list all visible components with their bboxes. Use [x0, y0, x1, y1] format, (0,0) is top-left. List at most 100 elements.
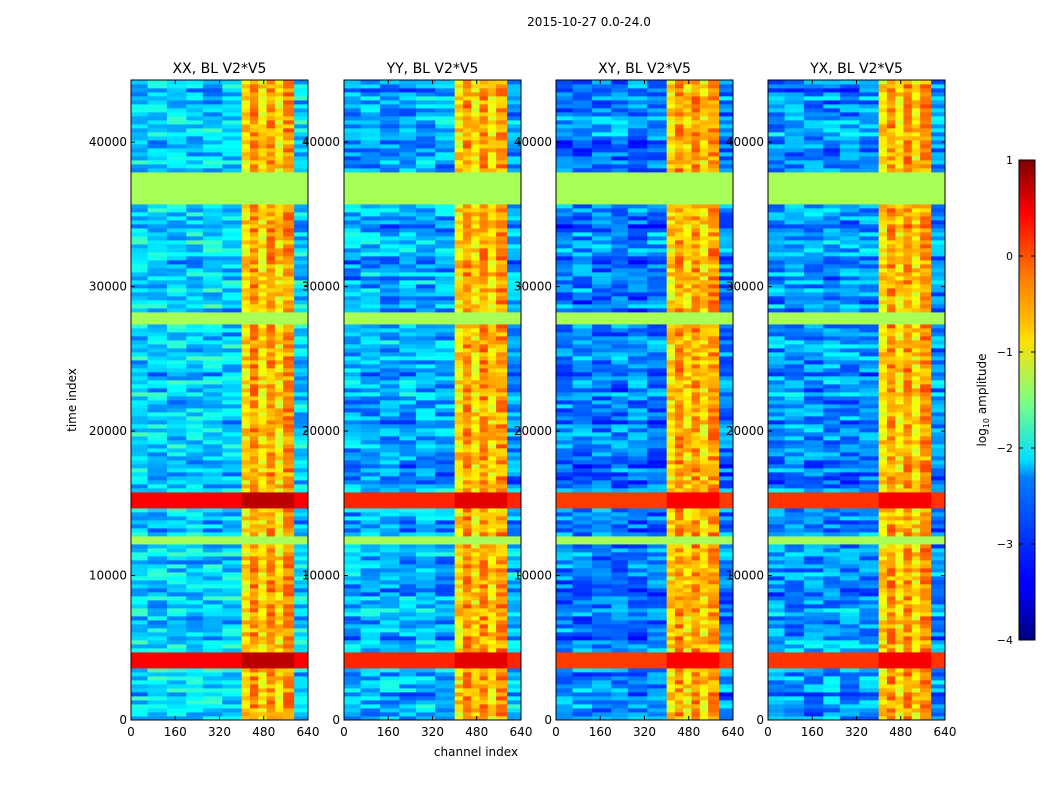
- heatmap-cell: [507, 184, 522, 189]
- heatmap-cell: [471, 680, 480, 685]
- heatmap-cell: [258, 252, 267, 257]
- heatmap-cell: [202, 88, 223, 93]
- heatmap-cell: [147, 120, 168, 125]
- heatmap-cell: [344, 584, 361, 589]
- heatmap-cell: [274, 616, 284, 621]
- heatmap-cell: [611, 700, 629, 705]
- heatmap-cell: [379, 572, 400, 577]
- heatmap-cell: [487, 188, 497, 193]
- heatmap-cell: [507, 436, 522, 441]
- heatmap-cell: [166, 280, 187, 285]
- heatmap-cell: [266, 624, 276, 629]
- heatmap-cell: [379, 88, 400, 93]
- heatmap-cell: [294, 336, 309, 341]
- heatmap-cell: [249, 636, 259, 641]
- heatmap-cell: [627, 644, 648, 649]
- heatmap-cell: [572, 656, 593, 661]
- heatmap-cell: [249, 264, 259, 269]
- heatmap-cell: [166, 416, 187, 421]
- heatmap-cell: [249, 700, 259, 705]
- heatmap-cell: [647, 692, 668, 697]
- heatmap-cell: [454, 444, 464, 449]
- heatmap-cell: [611, 596, 629, 601]
- heatmap-cell: [471, 648, 480, 653]
- heatmap-cell: [241, 552, 251, 557]
- heatmap-cell: [241, 696, 251, 701]
- heatmap-cell: [471, 256, 480, 261]
- heatmap-cell: [294, 424, 309, 429]
- heatmap-cell: [360, 388, 381, 393]
- heatmap-cell: [487, 416, 497, 421]
- heatmap-cell: [258, 332, 267, 337]
- heatmap-cell: [415, 480, 436, 485]
- heatmap-cell: [222, 476, 243, 481]
- heatmap-cell: [131, 440, 148, 445]
- heatmap-cell: [147, 532, 168, 537]
- heatmap-cell: [294, 472, 309, 477]
- heatmap-cell: [202, 616, 223, 621]
- heatmap-cell: [266, 248, 276, 253]
- heatmap-cell: [166, 144, 187, 149]
- heatmap-cell: [471, 168, 480, 173]
- heatmap-cell: [454, 84, 464, 89]
- heatmap-cell: [166, 308, 187, 313]
- heatmap-cell: [258, 448, 267, 453]
- heatmap-cell: [507, 420, 522, 425]
- heatmap-cell: [471, 644, 480, 649]
- heatmap-cell: [435, 712, 456, 717]
- heatmap-cell: [258, 264, 267, 269]
- heatmap-cell: [202, 716, 223, 721]
- heatmap-cell: [462, 368, 472, 373]
- heatmap-cell: [131, 408, 148, 413]
- heatmap-cell: [258, 480, 267, 485]
- heatmap-cell: [166, 564, 187, 569]
- heatmap-cell: [147, 648, 168, 653]
- heatmap-cell: [147, 636, 168, 641]
- heatmap-cell: [454, 308, 464, 313]
- heatmap-cell: [454, 300, 464, 305]
- heatmap-cell: [241, 340, 251, 345]
- heatmap-cell: [591, 692, 612, 697]
- heatmap-cell: [415, 348, 436, 353]
- heatmap-cell: [471, 640, 480, 645]
- heatmap-cell: [274, 572, 284, 577]
- heatmap-cell: [683, 504, 692, 509]
- heatmap-cell: [249, 164, 259, 169]
- heatmap-cell: [274, 344, 284, 349]
- heatmap-cell: [435, 560, 456, 565]
- heatmap-cell: [202, 588, 223, 593]
- heatmap-cell: [131, 612, 148, 617]
- heatmap-cell: [415, 640, 436, 645]
- heatmap-cell: [399, 584, 417, 589]
- heatmap-cell: [222, 480, 243, 485]
- heatmap-cell: [471, 288, 480, 293]
- heatmap-cell: [344, 80, 361, 85]
- heatmap-cell: [496, 408, 508, 413]
- heatmap-cell: [294, 536, 309, 541]
- heatmap-cell: [496, 376, 508, 381]
- heatmap-cell: [699, 624, 709, 629]
- heatmap-cell: [266, 172, 276, 177]
- heatmap-cell: [258, 568, 267, 573]
- heatmap-cell: [360, 188, 381, 193]
- heatmap-cell: [379, 420, 400, 425]
- heatmap-cell: [344, 556, 361, 561]
- heatmap-cell: [186, 540, 204, 545]
- heatmap-cell: [627, 708, 648, 713]
- heatmap-cell: [249, 340, 259, 345]
- heatmap-cell: [454, 684, 464, 689]
- heatmap-cell: [666, 524, 676, 529]
- heatmap-cell: [131, 512, 148, 517]
- heatmap-cell: [479, 696, 489, 701]
- heatmap-cell: [435, 564, 456, 569]
- heatmap-cell: [186, 348, 204, 353]
- heatmap-cell: [471, 88, 480, 93]
- heatmap-cell: [166, 388, 187, 393]
- heatmap-cell: [166, 616, 187, 621]
- heatmap-cell: [344, 296, 361, 301]
- heatmap-cell: [435, 632, 456, 637]
- heatmap-cell: [507, 392, 522, 397]
- heatmap-cell: [186, 632, 204, 637]
- heatmap-cell: [258, 192, 267, 197]
